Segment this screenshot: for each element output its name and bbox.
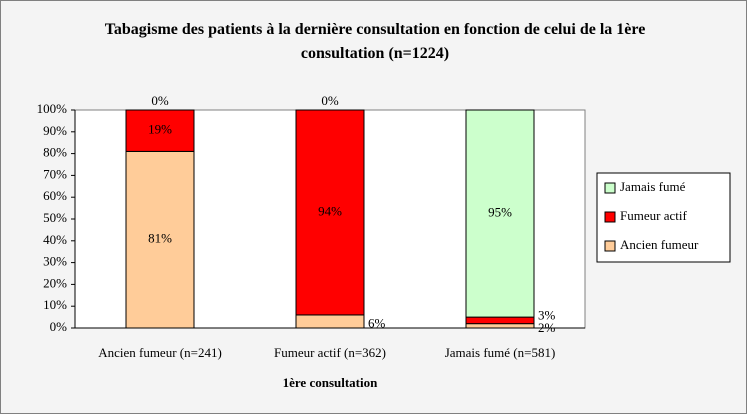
data-label: 3%: [538, 307, 556, 322]
legend-box: [596, 172, 731, 263]
bar-segment: [295, 109, 365, 316]
y-tick-label: 80%: [43, 145, 67, 160]
data-label: 0%: [321, 93, 339, 108]
y-tick-label: 0%: [50, 319, 68, 334]
x-tick-label: Fumeur actif (n=362): [274, 345, 386, 360]
data-label: 81%: [148, 231, 172, 246]
bar-segment: [125, 109, 195, 152]
legend-label: Fumeur actif: [620, 208, 687, 223]
y-tick-label: 70%: [43, 166, 67, 181]
legend-label: Jamais fumé: [620, 179, 686, 194]
x-tick-label: Jamais fumé (n=581): [445, 345, 556, 360]
legend-swatch: [604, 182, 616, 194]
data-label: 95%: [488, 205, 512, 220]
data-label: 94%: [318, 203, 342, 218]
bar-segment: [465, 323, 535, 329]
legend-swatch: [604, 240, 616, 252]
legend-swatch: [604, 211, 616, 223]
y-tick-label: 60%: [43, 188, 67, 203]
data-label: 0%: [151, 93, 169, 108]
data-label: 19%: [148, 122, 172, 137]
bar-segment: [465, 316, 535, 325]
y-tick-label: 20%: [43, 275, 67, 290]
y-tick-label: 30%: [43, 254, 67, 269]
y-tick-label: 10%: [43, 297, 67, 312]
bar-segment: [295, 314, 365, 329]
data-label: 2%: [538, 320, 556, 335]
y-tick-label: 50%: [43, 210, 67, 225]
x-axis-label: 1ère consultation: [283, 375, 378, 390]
chart-title: Tabagisme des patients à la dernière con…: [104, 21, 646, 62]
bar-segment: [125, 150, 195, 329]
y-tick-label: 100%: [37, 101, 68, 116]
x-tick-label: Ancien fumeur (n=241): [98, 345, 222, 360]
y-tick-label: 90%: [43, 123, 67, 138]
bar-segment: [465, 109, 535, 318]
legend-label: Ancien fumeur: [620, 237, 699, 252]
data-label: 6%: [368, 315, 386, 330]
y-tick-label: 40%: [43, 232, 67, 247]
